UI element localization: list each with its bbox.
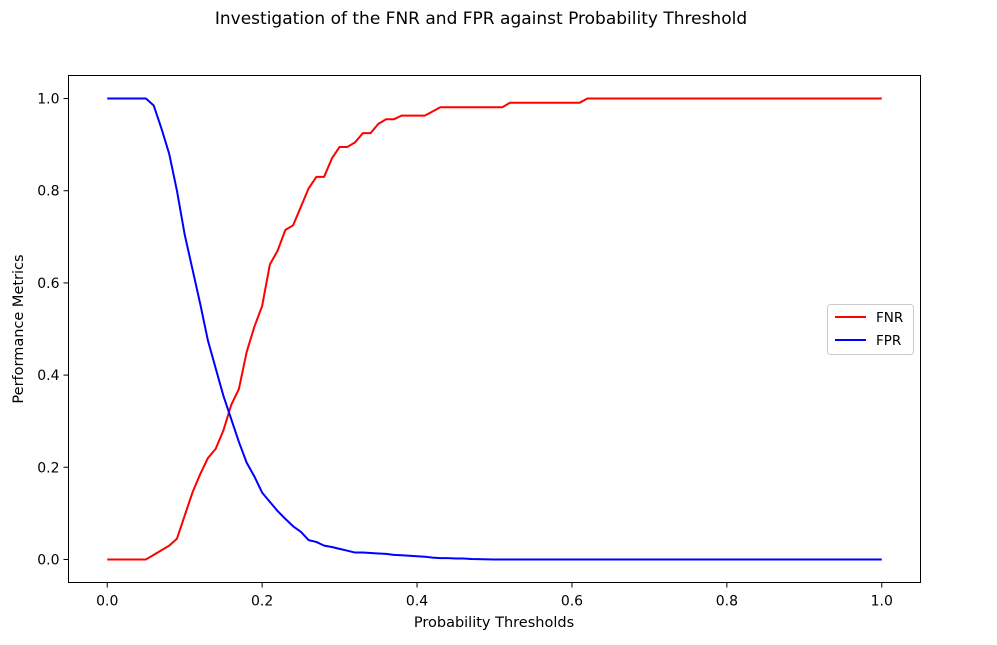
x-axis-label: Probability Thresholds [414,615,574,631]
y-tick-label: 0.0 [37,552,59,568]
y-tick-label: 0.6 [37,276,59,292]
x-tick-label: 0.0 [96,594,118,610]
plot-area: 0.0 0.2 0.4 0.6 0.8 1.0 0.0 0.2 0.4 0.6 0.8 1.0 [37,75,921,610]
legend-fpr-label: FPR [876,333,901,349]
y-tick-label: 0.4 [37,368,59,384]
x-axis-ticks: 0.0 0.2 0.4 0.6 0.8 1.0 [96,582,893,610]
x-tick-label: 0.4 [406,594,428,610]
x-tick-label: 0.8 [716,594,738,610]
legend: FNR FPR [827,304,914,355]
chart-title: Investigation of the FNR and FPR against… [215,9,747,29]
y-tick-label: 0.8 [37,184,59,200]
x-tick-label: 0.2 [251,594,273,610]
fpr-series-line [107,97,882,561]
axes-frame [68,75,921,583]
x-tick-label: 1.0 [871,594,893,610]
legend-fnr-label: FNR [876,310,903,326]
y-axis-label: Performance Metrics [11,254,27,403]
y-tick-label: 1.0 [37,92,59,108]
fnr-series-line [107,97,882,561]
x-tick-label: 0.6 [561,594,583,610]
y-axis-ticks: 0.0 0.2 0.4 0.6 0.8 1.0 [37,92,69,568]
series-lines [107,97,882,561]
y-tick-label: 0.2 [37,460,59,476]
